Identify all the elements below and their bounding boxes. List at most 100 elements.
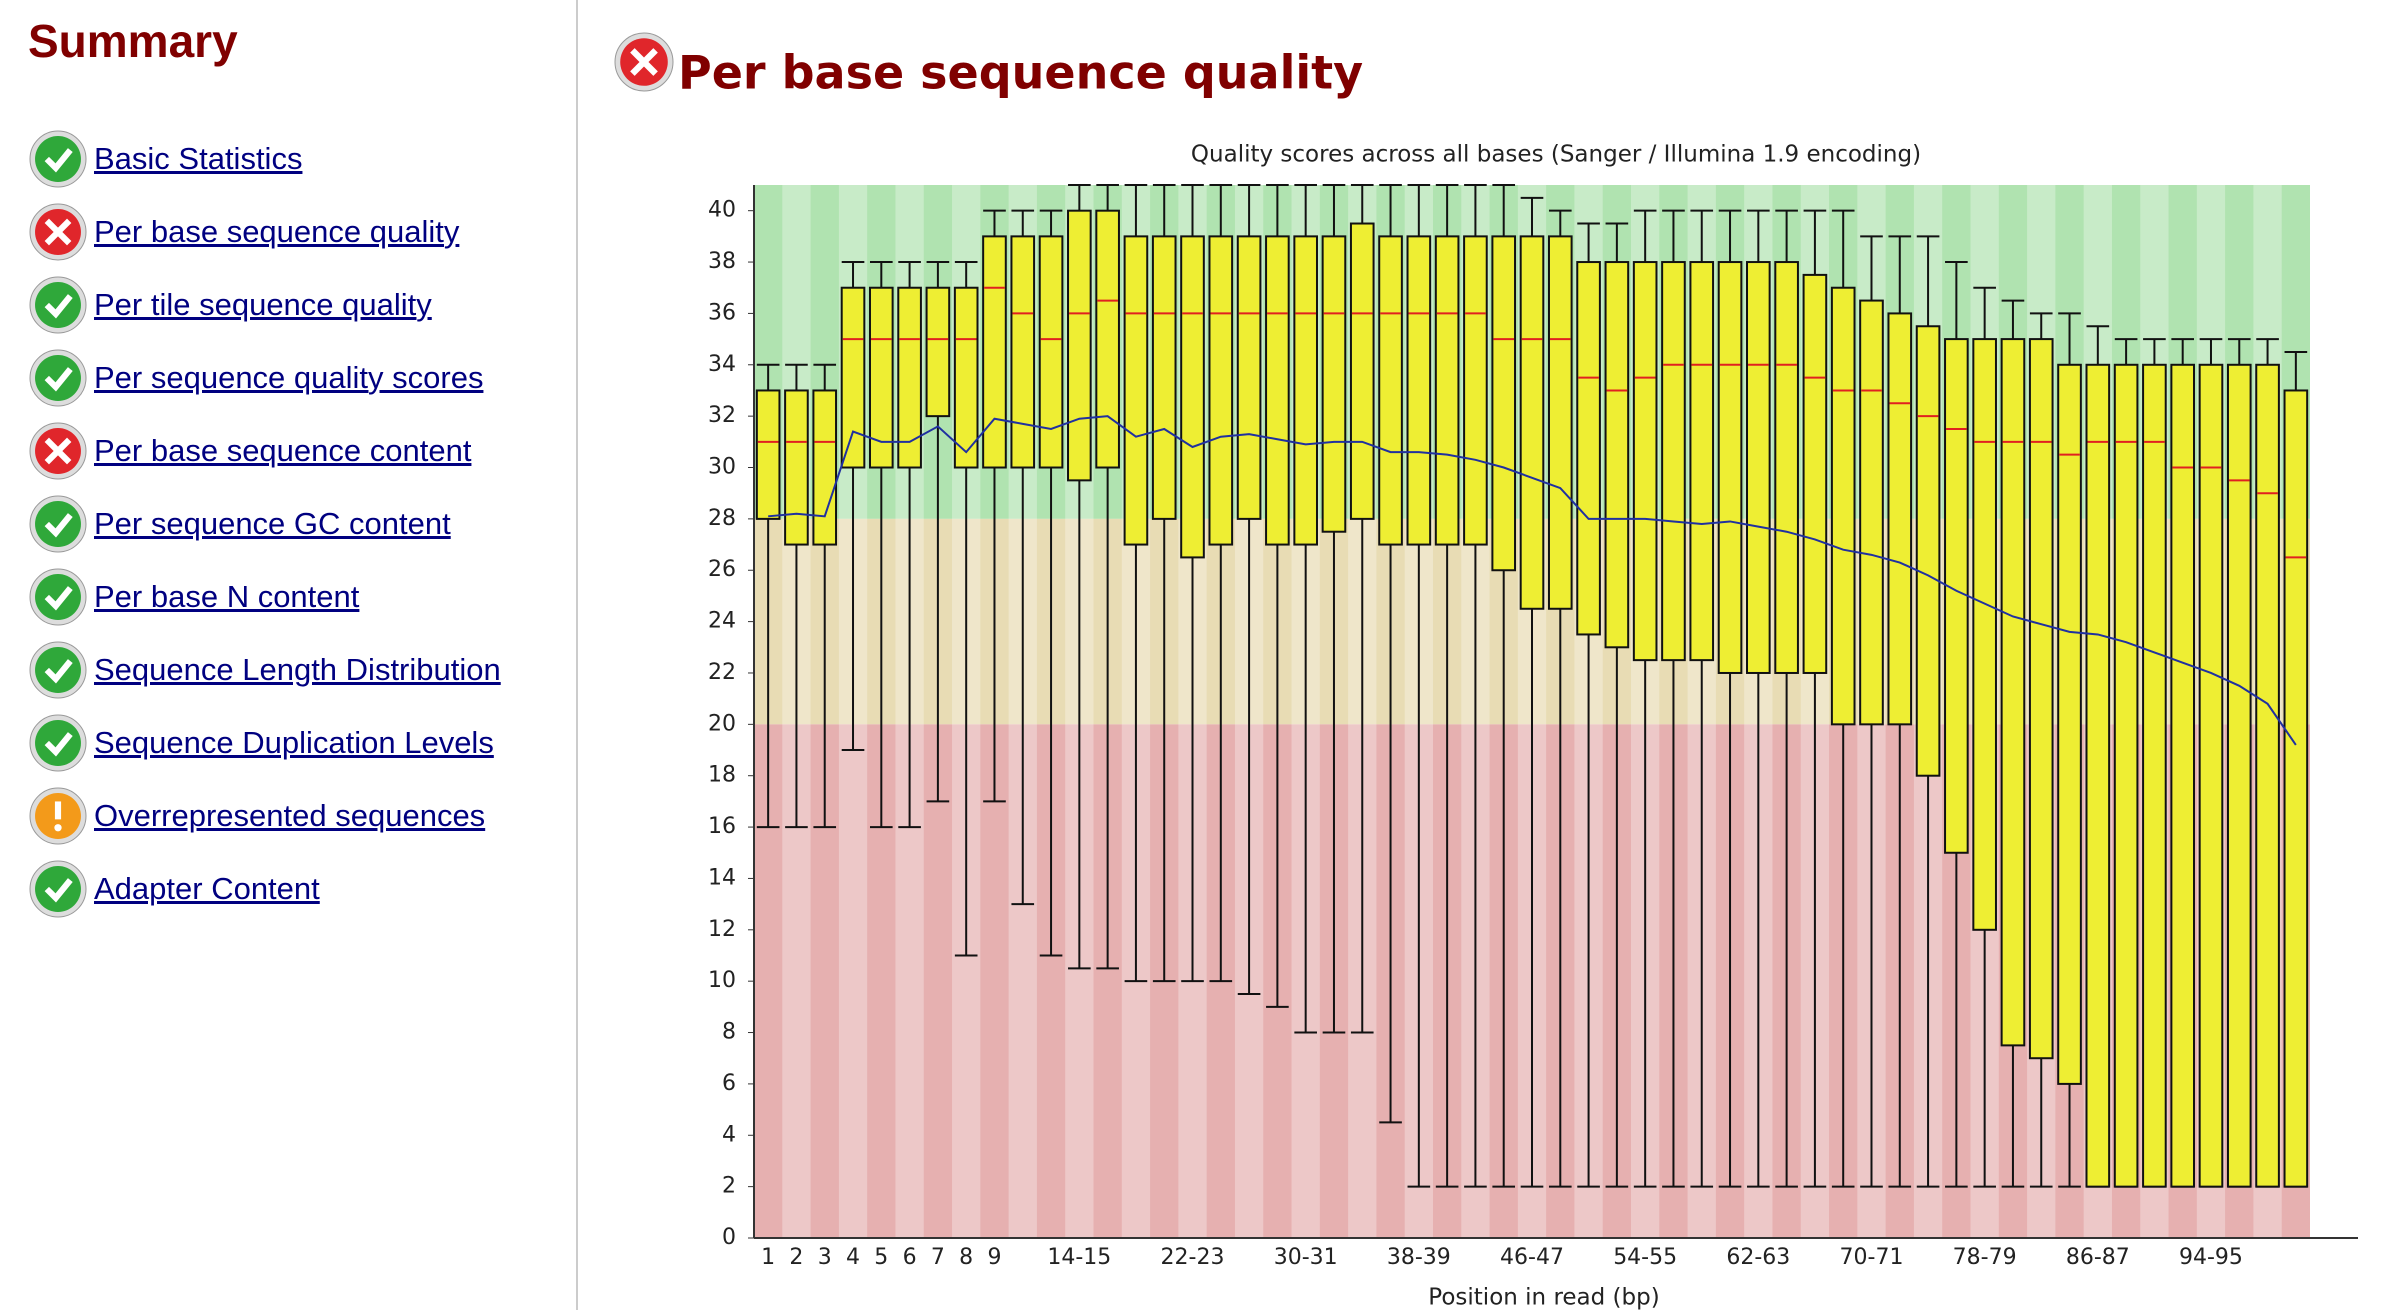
status-icon [29, 568, 87, 625]
icon-check [44, 658, 73, 684]
icon-check [44, 877, 73, 903]
y-tick-label: 12 [708, 917, 736, 942]
box [2000, 338, 2026, 1047]
box [925, 286, 951, 418]
x-tick-label: 22-23 [1161, 1245, 1225, 1270]
status-icon [29, 714, 87, 771]
box [1859, 299, 1884, 726]
y-tick-label: 8 [722, 1020, 736, 1045]
box [1349, 222, 1375, 520]
y-tick-label: 28 [708, 506, 736, 531]
y-tick-label: 10 [708, 968, 736, 993]
box [868, 286, 894, 469]
module-link[interactable]: Sequence Length Distribution [94, 651, 501, 687]
x-tick-label: 86-87 [2066, 1245, 2130, 1270]
box [1010, 235, 1036, 469]
module-link[interactable]: Adapter Content [94, 870, 320, 906]
x-tick-label: 70-71 [1840, 1245, 1904, 1270]
module-link[interactable]: Per sequence quality scores [94, 359, 484, 395]
box [1038, 235, 1064, 469]
y-tick-label: 38 [708, 249, 736, 274]
box [2028, 338, 2054, 1060]
x-tick-label: 62-63 [1726, 1245, 1790, 1270]
y-tick-label: 4 [722, 1122, 736, 1147]
x-tick-label: 54-55 [1613, 1245, 1677, 1270]
x-tick-label: 30-31 [1274, 1245, 1338, 1270]
x-tick-label: 4 [846, 1245, 860, 1270]
x-tick-label: 9 [987, 1245, 1001, 1270]
box [2057, 363, 2082, 1085]
box [2255, 363, 2280, 1188]
y-tick-label: 32 [708, 403, 736, 428]
x-tick-label: 5 [874, 1245, 888, 1270]
y-tick-label: 16 [708, 814, 736, 839]
y-tick-label: 22 [708, 660, 736, 685]
box [1830, 286, 1856, 726]
x-tick-label: 8 [959, 1245, 973, 1270]
box [1774, 261, 1799, 674]
x-tick-label: 2 [789, 1245, 803, 1270]
icon-disc [35, 500, 81, 547]
box [1378, 235, 1403, 546]
module-item: Per sequence quality scores [28, 341, 501, 414]
box [2142, 363, 2167, 1188]
box [897, 286, 922, 469]
module-link[interactable]: Per sequence GC content [94, 505, 451, 541]
x-tick-label: 38-39 [1387, 1245, 1451, 1270]
status-icon [29, 276, 87, 333]
icon-disc [35, 135, 81, 182]
y-tick-label: 36 [708, 300, 736, 325]
status-icon [29, 349, 87, 406]
module-link[interactable]: Per base sequence quality [94, 213, 460, 249]
icon-disc [35, 354, 81, 401]
x-tick-label: 46-47 [1500, 1245, 1564, 1270]
icon-cross [44, 218, 72, 245]
box [1321, 235, 1347, 533]
icon-check [44, 731, 73, 757]
module-link[interactable]: Basic Statistics [94, 140, 303, 176]
x-tick-label: 7 [931, 1245, 945, 1270]
module-item: Per tile sequence quality [28, 268, 501, 341]
box [1972, 338, 1997, 931]
module-item: Sequence Duplication Levels [28, 706, 501, 779]
y-tick-label: 24 [708, 609, 736, 634]
y-tick-label: 18 [708, 763, 736, 788]
module-link[interactable]: Sequence Duplication Levels [94, 724, 494, 760]
status-icon [29, 203, 87, 260]
box [840, 286, 866, 469]
module-link[interactable]: Per base N content [94, 578, 360, 614]
module-item: Sequence Length Distribution [28, 633, 501, 706]
icon-check [44, 293, 73, 319]
module-link[interactable]: Overrepresented sequences [94, 797, 486, 833]
module-link[interactable]: Per tile sequence quality [94, 286, 432, 322]
y-tick-label: 30 [708, 455, 736, 480]
box [1746, 261, 1771, 674]
module-link[interactable]: Per base sequence content [94, 432, 472, 468]
box [1180, 235, 1205, 559]
box [1604, 261, 1630, 649]
status-icon [29, 860, 87, 917]
box [2283, 389, 2309, 1188]
mean-line [768, 415, 2297, 746]
icon-cross [44, 437, 72, 464]
module-item: Adapter Content [28, 852, 501, 925]
sidebar-title: Summary [28, 15, 238, 67]
box [1067, 209, 1092, 482]
box [1689, 261, 1715, 662]
icon-check [44, 147, 73, 173]
icon-disc [35, 646, 81, 693]
status-icon [614, 32, 674, 92]
box [1095, 209, 1120, 469]
box [1717, 261, 1743, 674]
icon-disc [35, 719, 81, 766]
icon-disc [35, 865, 81, 912]
status-icon [29, 422, 87, 479]
module-list: Basic Statistics Per base sequence qualit… [28, 122, 501, 925]
box [2170, 363, 2196, 1188]
icon-disc [35, 573, 81, 620]
box [1406, 235, 1432, 546]
module-item: Per base sequence quality [28, 195, 501, 268]
